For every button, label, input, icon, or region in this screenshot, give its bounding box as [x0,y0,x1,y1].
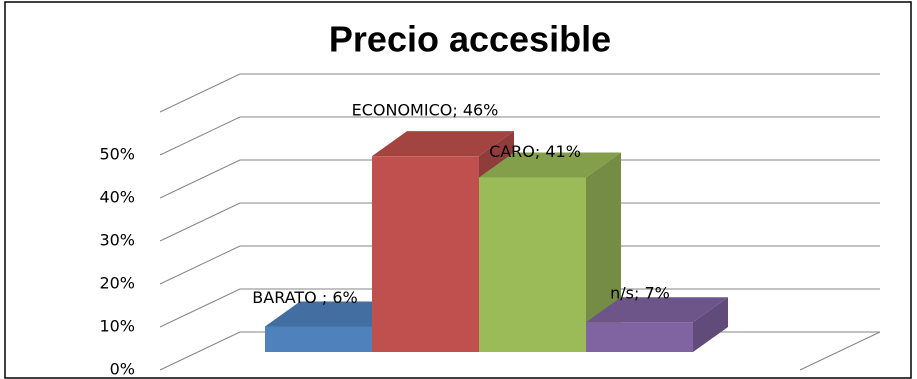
grid-line [159,73,241,113]
grid-line [159,159,241,199]
grid-line [159,245,241,285]
bar [372,156,479,352]
bar [479,177,586,352]
y-tick-label: 50% [99,145,135,164]
grid-line [159,116,241,156]
grid-line [159,288,241,328]
floor-edge [799,331,881,371]
bar-side [586,152,621,352]
y-tick-label: 0% [110,360,135,379]
bar [265,326,372,352]
grid-line [159,331,241,371]
data-label: n/s; 7% [610,284,670,303]
y-tick-label: 30% [99,231,135,250]
bar-side [693,297,728,352]
y-tick-label: 40% [99,188,135,207]
bar-top [479,152,621,178]
bar [586,322,693,352]
data-label: BARATO ; 6% [252,288,357,307]
data-label: CARO; 41% [489,142,581,161]
y-tick-label: 20% [99,274,135,293]
grid-line [159,202,241,242]
bar-top [372,131,514,157]
chart-title: Precio accesible [329,19,611,60]
y-tick-label: 10% [99,317,135,336]
data-label: ECONOMICO; 46% [352,101,499,120]
bar-top [586,297,728,323]
bar-top [265,301,407,327]
